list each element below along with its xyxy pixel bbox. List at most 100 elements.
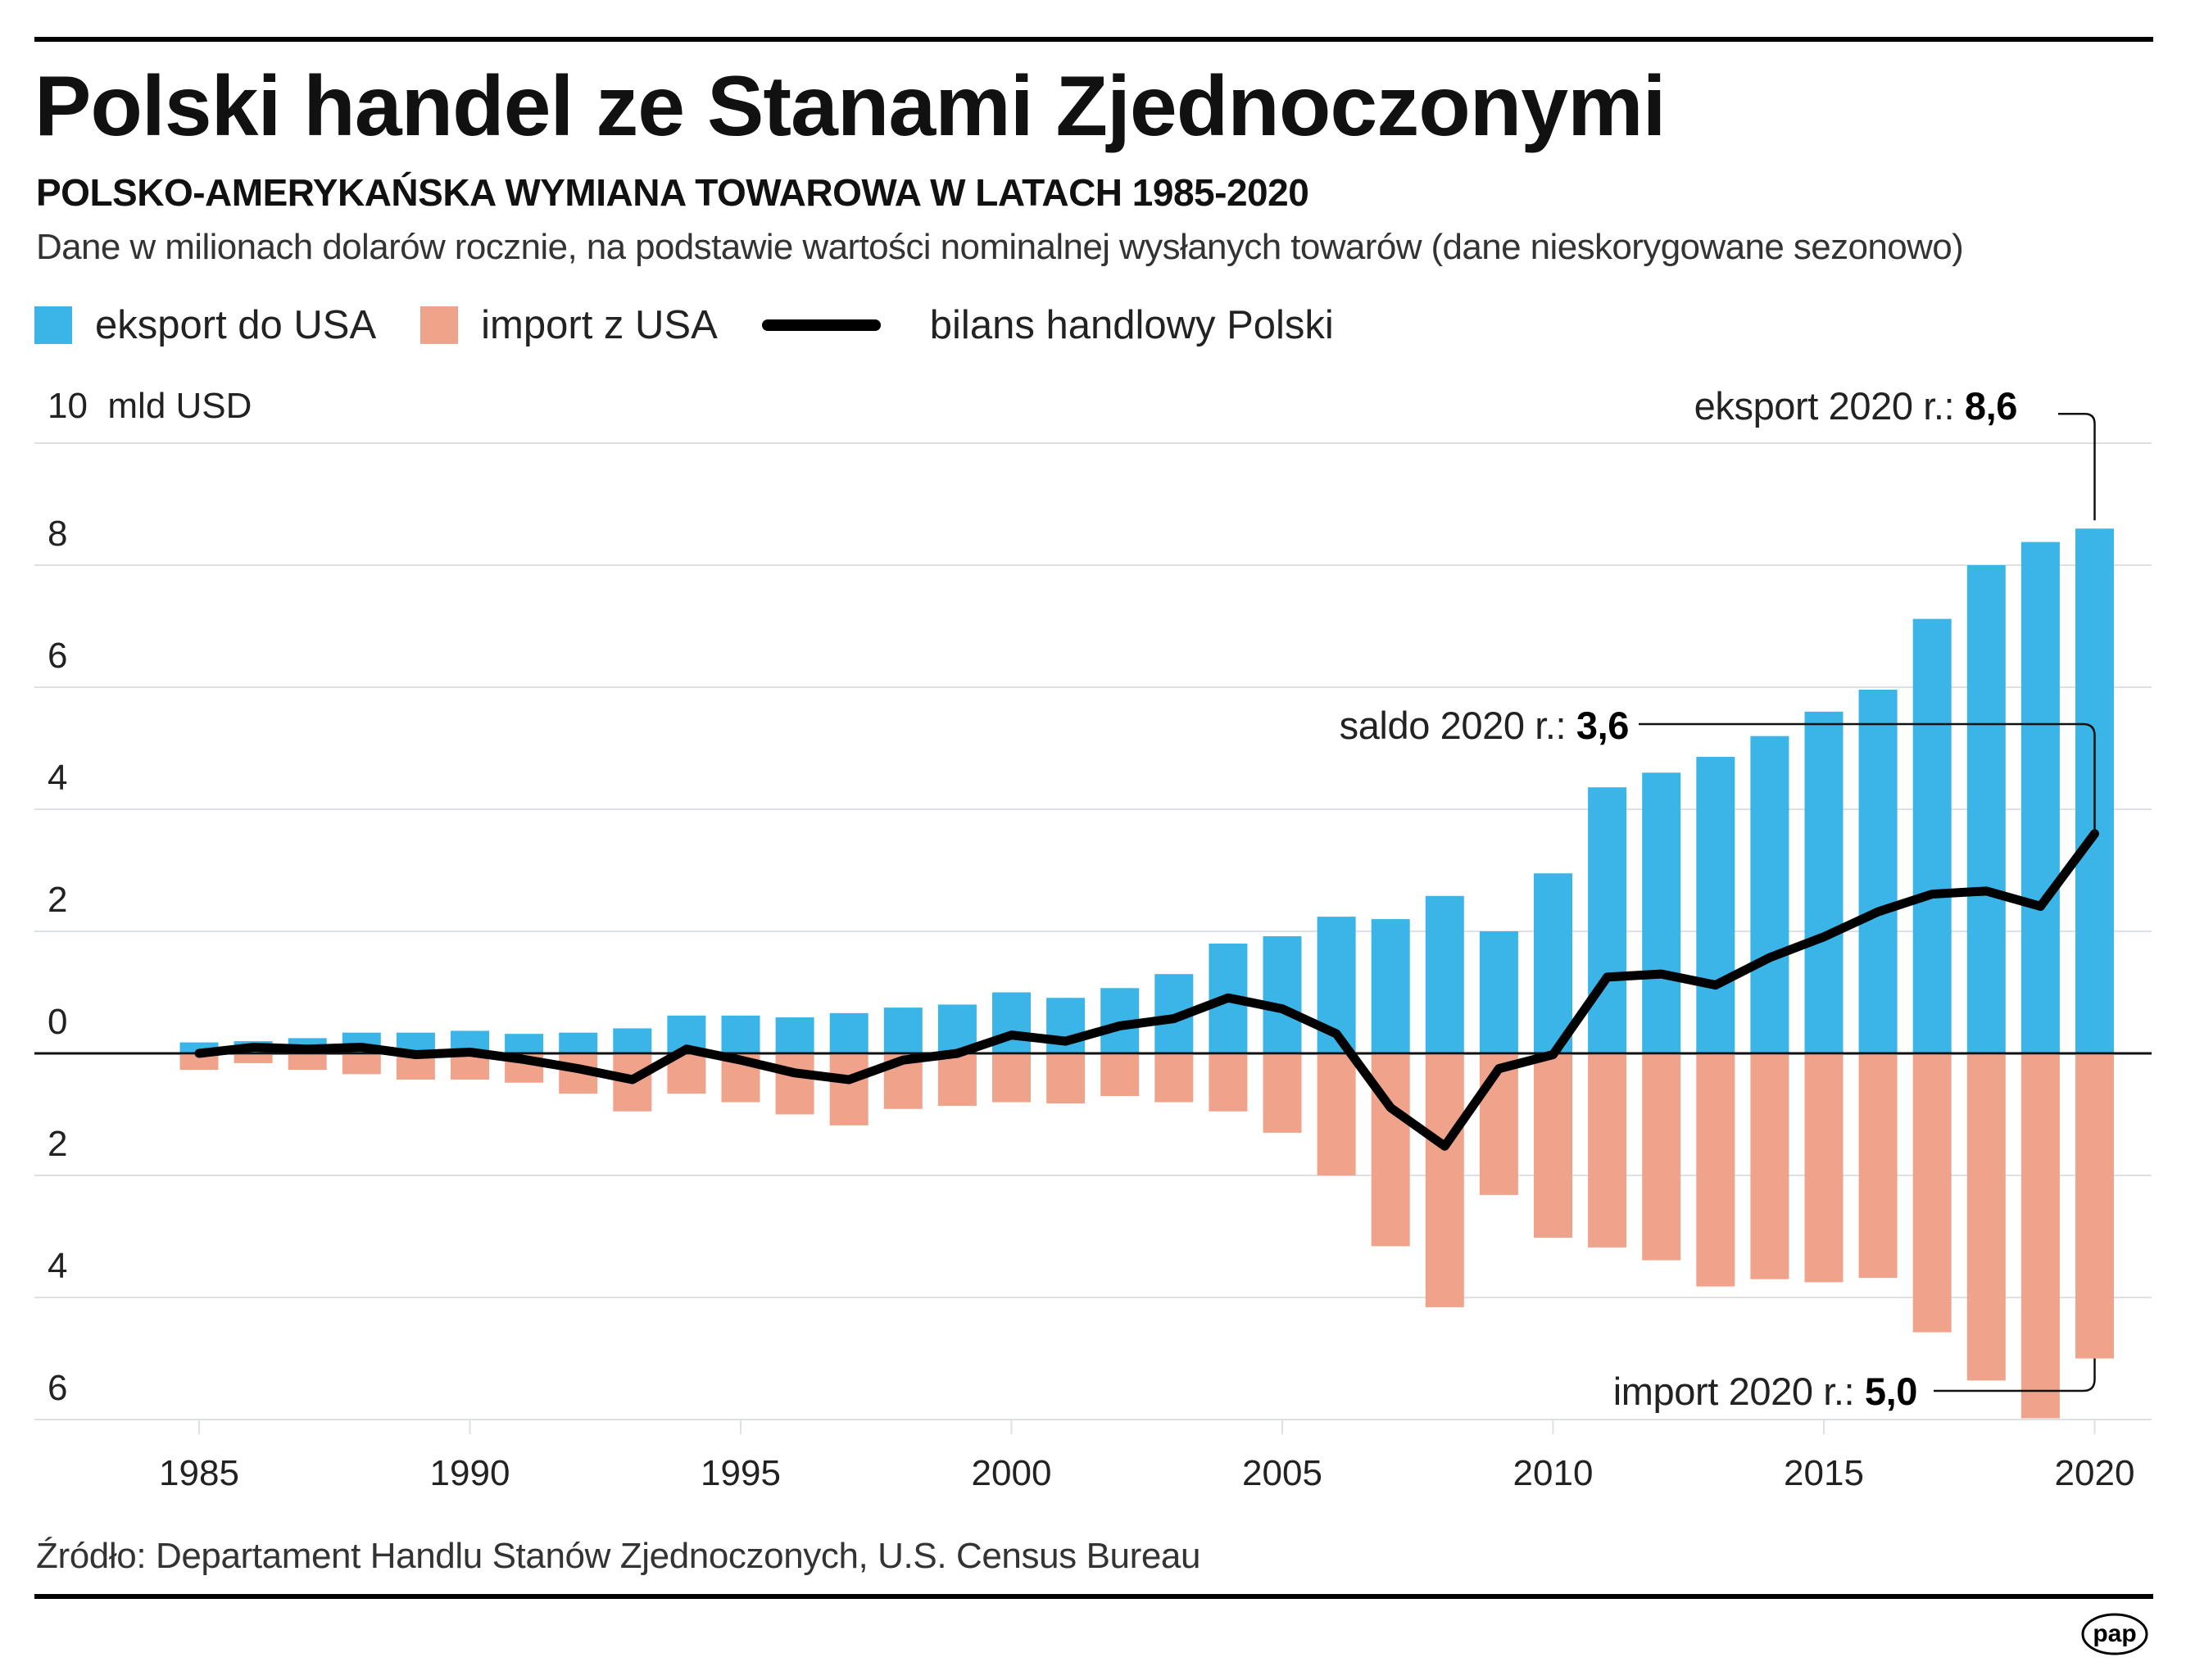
annotation-import-prefix: import 2020 r.: (1612, 1370, 1865, 1413)
source-note: Źródło: Departament Handlu Stanów Zjedno… (36, 1536, 1201, 1576)
bar-import (992, 1055, 1031, 1103)
bar-export (883, 1008, 923, 1053)
bar-import (234, 1055, 273, 1063)
legend-item-import: import z USA (420, 302, 718, 348)
annotation-export-value: 8,6 (1964, 384, 2018, 428)
bar-export (1588, 787, 1627, 1053)
legend-label-export: eksport do USA (95, 303, 377, 347)
leader-import (1934, 1358, 2096, 1392)
legend-item-balance: bilans handlowy Polski (761, 302, 1334, 348)
y-tick-label: 2 (48, 1124, 67, 1164)
bar-import (829, 1055, 869, 1125)
bar-export (1263, 935, 1302, 1053)
bar-import (1588, 1055, 1627, 1248)
bar-import (179, 1055, 219, 1071)
bar-import (937, 1055, 977, 1107)
bar-import (342, 1055, 381, 1075)
chart-description: Dane w milionach dolarów rocznie, na pod… (36, 227, 1964, 267)
legend-swatch-balance (761, 319, 881, 331)
bar-export (721, 1015, 760, 1053)
bar-export (1858, 689, 1898, 1053)
pap-logo-icon: pap (2081, 1613, 2148, 1655)
y-tick-label-top: 10 (48, 386, 88, 426)
annotation-import-value: 5,0 (1864, 1370, 1918, 1413)
pap-logo-text: pap (2093, 1620, 2136, 1647)
y-tick-label: 4 (48, 1246, 67, 1286)
bar-export (1642, 772, 1681, 1053)
legend-item-export: eksport do USA (34, 302, 376, 348)
y-tick-label: 4 (48, 758, 67, 798)
annotation-balance-value: 3,6 (1576, 704, 1630, 747)
bar-import (1425, 1055, 1464, 1307)
y-tick-label: 0 (48, 1002, 67, 1042)
bar-import (1479, 1055, 1518, 1195)
y-axis-unit-label: 10 mld USD (48, 388, 252, 424)
bar-export (775, 1017, 814, 1053)
bar-import (2020, 1055, 2060, 1419)
x-tick-label: 1990 (430, 1453, 510, 1493)
bar-import (1534, 1055, 1572, 1238)
leader-export (2058, 413, 2096, 521)
x-axis-ticks: 1985 1990 1995 2000 2005 2010 2015 2020 (159, 1420, 2134, 1493)
export-bars (179, 528, 2114, 1053)
legend-label-balance: bilans handlowy Polski (929, 303, 1334, 347)
bar-import (1966, 1055, 2006, 1381)
x-tick-label: 1985 (159, 1453, 239, 1493)
bar-export (1534, 873, 1572, 1053)
bar-import (1154, 1055, 1194, 1103)
x-tick-label: 2010 (1513, 1453, 1594, 1493)
bar-import (1912, 1055, 1952, 1333)
chart-title: Polski handel ze Stanami Zjednoczonymi (34, 59, 1666, 154)
chart-subtitle: POLSKO-AMERYKAŃSKA WYMIANA TOWAROWA W LA… (36, 171, 1309, 214)
bar-export (559, 1032, 598, 1053)
import-bars (179, 1055, 2114, 1419)
bar-export (1966, 565, 2006, 1053)
bottom-rule (34, 1594, 2153, 1599)
bar-import (288, 1055, 327, 1071)
x-tick-label: 2005 (1242, 1453, 1322, 1493)
x-tick-label: 1995 (701, 1453, 781, 1493)
bar-import (1263, 1055, 1302, 1133)
legend-swatch-export (34, 306, 72, 344)
annotation-leaders (1639, 413, 2096, 1392)
annotation-export-prefix: eksport 2020 r.: (1694, 384, 1965, 428)
annotation-balance-2020: saldo 2020 r.: 3,6 (1339, 704, 1630, 747)
legend-label-import: import z USA (481, 303, 718, 347)
annotation-balance-prefix: saldo 2020 r.: (1339, 704, 1576, 747)
bar-export (1696, 756, 1735, 1053)
bar-export (2020, 541, 2060, 1053)
y-axis-ticks: 8 6 4 2 0 2 4 6 (48, 514, 67, 1408)
bar-import (1100, 1055, 1140, 1097)
bar-export (613, 1028, 652, 1053)
bar-import (1317, 1055, 1356, 1175)
bar-import (451, 1055, 489, 1080)
gridlines (34, 442, 2152, 1420)
x-tick-label: 2020 (2055, 1453, 2135, 1493)
bar-import (1696, 1055, 1735, 1287)
y-tick-label: 6 (48, 636, 67, 676)
annotation-export-2020: eksport 2020 r.: 8,6 (1694, 384, 2018, 428)
bar-export (1479, 931, 1518, 1053)
bar-import (1642, 1055, 1681, 1261)
x-tick-label: 2015 (1784, 1453, 1864, 1493)
bar-import (1750, 1055, 1789, 1279)
top-rule (34, 37, 2153, 42)
bar-import (1858, 1055, 1898, 1279)
bar-export (1750, 736, 1789, 1053)
bar-export (1912, 618, 1952, 1053)
legend: eksport do USA import z USA bilans handl… (34, 303, 1378, 347)
bar-import (2075, 1055, 2114, 1359)
x-tick-label: 2000 (972, 1453, 1052, 1493)
y-tick-label: 6 (48, 1368, 67, 1408)
bar-export (829, 1012, 869, 1053)
balance-line (194, 829, 2099, 1151)
bar-import (1804, 1055, 1844, 1283)
bar-import (1046, 1055, 1086, 1104)
unit-text: mld USD (107, 386, 252, 426)
bar-import (396, 1055, 435, 1080)
bar-import (775, 1055, 814, 1115)
annotation-import-2020: import 2020 r.: 5,0 (1612, 1370, 1918, 1413)
bar-import (1209, 1055, 1248, 1112)
bar-export (1804, 711, 1844, 1053)
